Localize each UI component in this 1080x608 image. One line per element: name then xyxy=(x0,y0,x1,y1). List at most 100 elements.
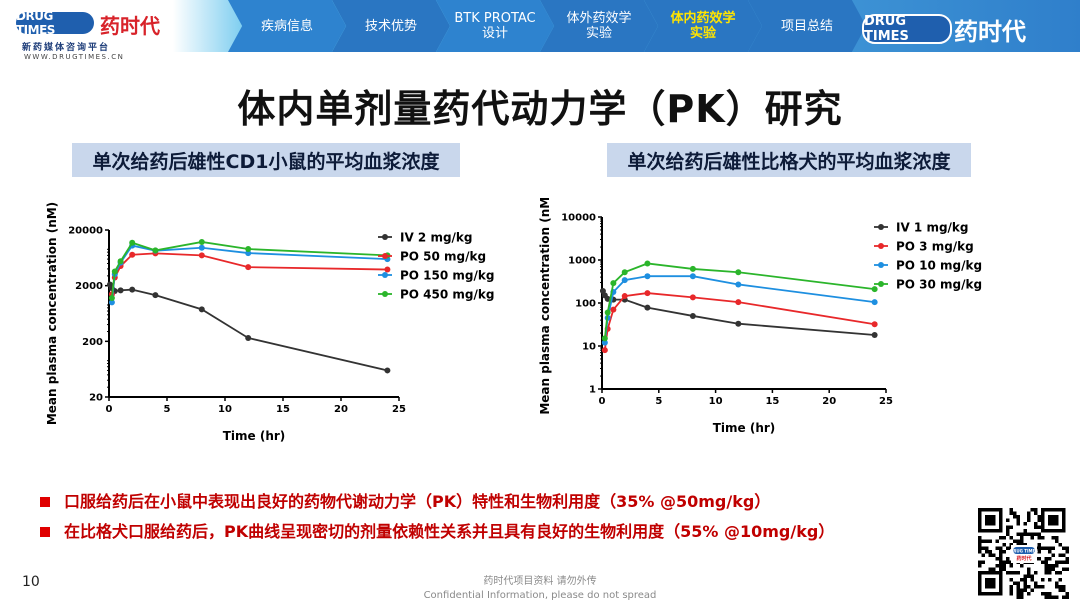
qr-module xyxy=(981,546,985,550)
data-point xyxy=(689,273,696,280)
qr-module xyxy=(978,539,982,543)
qr-finder-core xyxy=(985,578,996,589)
data-point xyxy=(735,269,742,276)
x-tick-label: 20 xyxy=(822,396,836,407)
qr-module xyxy=(1027,592,1031,596)
qr-module xyxy=(981,539,985,543)
qr-module xyxy=(1037,515,1041,519)
qr-module xyxy=(1048,592,1052,596)
qr-module xyxy=(988,539,992,543)
qr-module xyxy=(1027,567,1031,571)
qr-module xyxy=(1037,532,1041,536)
x-tick-label: 20 xyxy=(334,404,348,415)
qr-module xyxy=(1037,546,1041,550)
qr-module xyxy=(1048,578,1052,582)
qr-module xyxy=(1020,536,1024,540)
data-point xyxy=(621,293,628,300)
qr-module xyxy=(1055,539,1059,543)
qr-module xyxy=(1041,592,1045,596)
qr-module xyxy=(978,550,982,554)
qr-module xyxy=(1016,585,1020,589)
qr-module xyxy=(1037,525,1041,529)
qr-module xyxy=(1044,546,1048,550)
qr-module xyxy=(995,539,999,543)
nav-tab-btk-protac-design[interactable]: BTK PROTAC 设计 xyxy=(436,0,554,52)
mouse-pk-chart: 0 5 10 15 20 25 20 200 2000 20000 Time (hr) Mean pl… xyxy=(45,202,494,443)
data-point xyxy=(871,299,878,306)
qr-module xyxy=(1016,522,1020,526)
x-axis-title: Time (hr) xyxy=(223,429,286,443)
data-point xyxy=(644,273,651,280)
qr-module xyxy=(1006,560,1010,564)
qr-module xyxy=(1030,578,1034,582)
qr-module xyxy=(1065,595,1069,599)
qr-module xyxy=(1041,546,1045,550)
nav-tabs: 疾病信息 技术优势 BTK PROTAC 设计 体外药效学 实验 体内药效学 实… xyxy=(228,0,866,52)
qr-module xyxy=(1048,546,1052,550)
qr-logo-text: DRUG TIMES xyxy=(1010,549,1038,554)
qr-module xyxy=(1030,532,1034,536)
qr-module xyxy=(1055,585,1059,589)
data-point xyxy=(621,277,628,284)
nav-tab-project-summary[interactable]: 项目总结 xyxy=(748,0,866,52)
qr-module xyxy=(1048,567,1052,571)
data-point xyxy=(117,287,124,294)
legend-marker xyxy=(382,234,388,240)
qr-logo-name: 药时代 xyxy=(1016,555,1031,562)
data-point xyxy=(198,244,205,251)
qr-module xyxy=(1013,571,1017,575)
qr-module xyxy=(1058,560,1062,564)
data-point xyxy=(111,268,118,275)
logo-name: 药时代 xyxy=(100,14,160,38)
qr-module xyxy=(1044,560,1048,564)
legend-label: PO 10 mg/kg xyxy=(896,259,982,273)
qr-module xyxy=(1020,595,1024,599)
bullet-square-icon xyxy=(40,527,50,537)
qr-module xyxy=(1027,571,1031,575)
qr-module xyxy=(1065,560,1069,564)
data-point xyxy=(621,269,628,276)
x-tick-label: 10 xyxy=(709,396,723,407)
qr-module xyxy=(1034,511,1038,515)
qr-module xyxy=(1027,518,1031,522)
qr-module xyxy=(1055,595,1059,599)
nav-tab-disease-info[interactable]: 疾病信息 xyxy=(228,0,346,52)
nav-tab-in-vitro[interactable]: 体外药效学 实验 xyxy=(540,0,658,52)
qr-module xyxy=(1002,567,1006,571)
qr-module xyxy=(1009,511,1013,515)
qr-module xyxy=(1020,539,1024,543)
qr-module xyxy=(1002,564,1006,568)
qr-module xyxy=(1037,543,1041,547)
data-point xyxy=(117,258,124,265)
data-point xyxy=(245,264,252,271)
qr-module xyxy=(1002,550,1006,554)
qr-module xyxy=(1041,536,1045,540)
legend-marker xyxy=(878,224,884,230)
drugtimes-logo-right: DRUG TIMES 药时代 xyxy=(862,10,1062,46)
qr-module xyxy=(1009,543,1013,547)
dog-pk-chart: 0 5 10 15 20 25 1 10 100 1000 10000 Time (hr) Mean p… xyxy=(538,198,982,435)
data-point xyxy=(108,299,115,306)
qr-module xyxy=(1006,518,1010,522)
x-tick-label: 0 xyxy=(599,396,606,407)
qr-module xyxy=(1030,588,1034,592)
qr-module xyxy=(1020,578,1024,582)
qr-module xyxy=(999,567,1003,571)
key-findings: 口服给药后在小鼠中表现出良好的药物代谢动力学（PK）特性和生物利用度（35% @… xyxy=(40,487,834,547)
qr-module xyxy=(1027,585,1031,589)
qr-module xyxy=(1023,588,1027,592)
y-tick-label: 1000 xyxy=(568,256,596,267)
qr-module xyxy=(1020,592,1024,596)
nav-tab-in-vivo[interactable]: 体内药效学 实验 xyxy=(644,0,762,52)
nav-tab-label: BTK PROTAC 设计 xyxy=(454,11,536,41)
qr-module xyxy=(1037,550,1041,554)
left-chart-subtitle: 单次给药后雄性CD1小鼠的平均血浆浓度 xyxy=(72,143,460,177)
qr-module xyxy=(999,560,1003,564)
qr-module xyxy=(1044,571,1048,575)
qr-module xyxy=(1009,585,1013,589)
qr-module xyxy=(1051,553,1055,557)
qr-module xyxy=(1041,585,1045,589)
y-tick-label: 20 xyxy=(89,393,103,404)
nav-tab-tech-advantage[interactable]: 技术优势 xyxy=(332,0,450,52)
data-point xyxy=(198,238,205,245)
